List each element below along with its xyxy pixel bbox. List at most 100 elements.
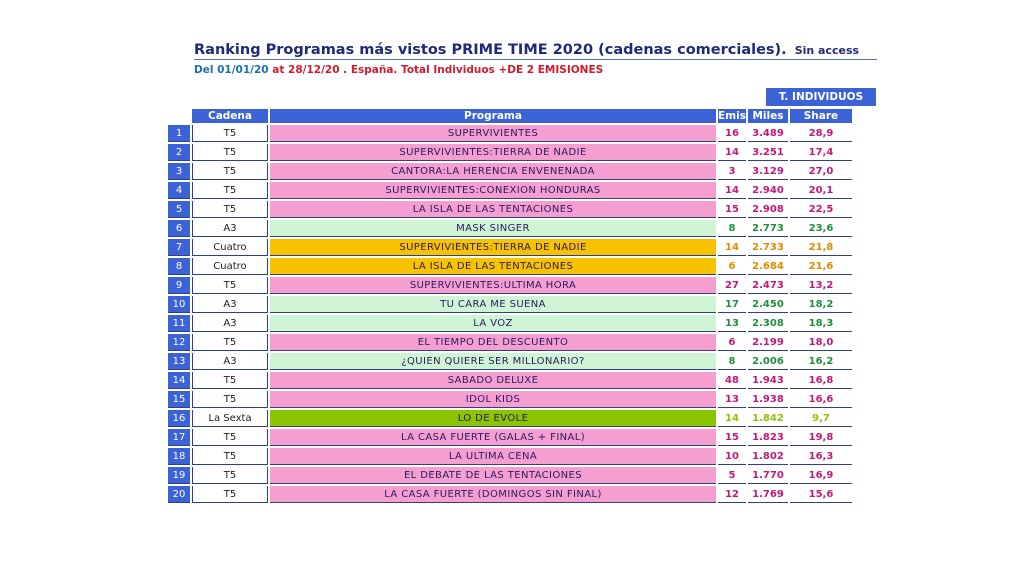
emissions-cell: 13	[718, 315, 746, 332]
channel-cell: T5	[192, 391, 268, 408]
channel-cell: T5	[192, 429, 268, 446]
viewers-thousands-cell: 2.908	[747, 201, 788, 218]
channel-cell: La Sexta	[192, 410, 268, 427]
program-cell: LA ISLA DE LAS TENTACIONES	[270, 201, 716, 218]
channel-cell: Cuatro	[192, 239, 268, 256]
table-row: 7 Cuatro SUPERVIVIENTES:TIERRA DE NADIE 14 2…	[168, 239, 852, 256]
viewers-thousands-cell: 2.308	[747, 315, 788, 332]
emissions-cell: 6	[718, 334, 746, 351]
header-rank-blank	[168, 109, 190, 123]
emissions-cell: 27	[718, 277, 746, 294]
report-header: Ranking Programas más vistos PRIME TIME …	[194, 42, 877, 76]
table-row: 11 A3 LA VOZ 13 2.308 18,3	[168, 315, 852, 332]
program-cell: SABADO DELUXE	[270, 372, 716, 389]
emissions-cell: 14	[718, 410, 746, 427]
share-cell: 16,3	[789, 448, 852, 465]
emissions-cell: 17	[718, 296, 746, 313]
table-row: 17 T5 LA CASA FUERTE (GALAS + FINAL) 15 1.82…	[168, 429, 852, 446]
table-row: 15 T5 IDOL KIDS 13 1.938 16,6	[168, 391, 852, 408]
viewers-thousands-cell: 2.450	[747, 296, 788, 313]
viewers-thousands-cell: 2.006	[747, 353, 788, 370]
share-cell: 13,2	[789, 277, 852, 294]
emissions-cell: 48	[718, 372, 746, 389]
program-cell: LA ULTIMA CENA	[270, 448, 716, 465]
program-cell: SUPERVIVIENTES:TIERRA DE NADIE	[270, 144, 716, 161]
program-cell: ¿QUIEN QUIERE SER MILLONARIO?	[270, 353, 716, 370]
program-cell: LA CASA FUERTE (GALAS + FINAL)	[270, 429, 716, 446]
table-row: 3 T5 CANTORA:LA HERENCIA ENVENENADA 3 3.129 2…	[168, 163, 852, 180]
rank-number: 8	[168, 258, 190, 275]
viewers-thousands-cell: 1.802	[747, 448, 788, 465]
channel-cell: T5	[192, 334, 268, 351]
program-cell: LA VOZ	[270, 315, 716, 332]
table-row: 4 T5 SUPERVIVIENTES:CONEXION HONDURAS 14 2.9…	[168, 182, 852, 199]
share-cell: 20,1	[789, 182, 852, 199]
emissions-cell: 14	[718, 182, 746, 199]
share-cell: 9,7	[789, 410, 852, 427]
rank-number: 13	[168, 353, 190, 370]
table-row: 10 A3 TU CARA ME SUENA 17 2.450 18,2	[168, 296, 852, 313]
table-row: 14 T5 SABADO DELUXE 48 1.943 16,8	[168, 372, 852, 389]
table-row: 5 T5 LA ISLA DE LAS TENTACIONES 15 2.908 22,5	[168, 201, 852, 218]
subtitle-rest: at 28/12/20 . España. Total Individuos +…	[268, 64, 604, 76]
channel-cell: T5	[192, 163, 268, 180]
program-cell: SUPERVIVIENTES:ULTIMA HORA	[270, 277, 716, 294]
share-cell: 16,9	[789, 467, 852, 484]
rank-number: 19	[168, 467, 190, 484]
table-row: 16 La Sexta LO DE EVOLE 14 1.842 9,7	[168, 410, 852, 427]
channel-cell: A3	[192, 353, 268, 370]
viewers-thousands-cell: 2.473	[747, 277, 788, 294]
share-cell: 18,0	[789, 334, 852, 351]
channel-cell: A3	[192, 296, 268, 313]
emissions-cell: 16	[718, 125, 746, 142]
viewers-thousands-cell: 2.733	[747, 239, 788, 256]
subtitle-prefix: Del	[194, 64, 218, 76]
share-cell: 17,4	[789, 144, 852, 161]
report-title-tag: Sin access	[794, 44, 860, 57]
share-cell: 16,6	[789, 391, 852, 408]
table-row: 1 T5 SUPERVIVIENTES 16 3.489 28,9	[168, 125, 852, 142]
rank-number: 5	[168, 201, 190, 218]
emissions-cell: 13	[718, 391, 746, 408]
header-programa: Programa	[270, 109, 716, 123]
emissions-cell: 6	[718, 258, 746, 275]
share-cell: 27,0	[789, 163, 852, 180]
viewers-thousands-cell: 2.684	[747, 258, 788, 275]
table-header-row: Cadena Programa Emis Miles Share	[168, 109, 852, 123]
channel-cell: T5	[192, 182, 268, 199]
program-cell: MASK SINGER	[270, 220, 716, 237]
program-cell: EL DEBATE DE LAS TENTACIONES	[270, 467, 716, 484]
viewers-thousands-cell: 2.199	[747, 334, 788, 351]
share-cell: 23,6	[789, 220, 852, 237]
viewers-thousands-cell: 1.938	[747, 391, 788, 408]
rank-number: 17	[168, 429, 190, 446]
emissions-cell: 12	[718, 486, 746, 503]
emissions-cell: 15	[718, 201, 746, 218]
emissions-cell: 14	[718, 144, 746, 161]
viewers-thousands-cell: 2.940	[747, 182, 788, 199]
rank-number: 20	[168, 486, 190, 503]
share-cell: 16,2	[789, 353, 852, 370]
program-cell: IDOL KIDS	[270, 391, 716, 408]
share-cell: 22,5	[789, 201, 852, 218]
channel-cell: T5	[192, 448, 268, 465]
header-cadena: Cadena	[192, 109, 268, 123]
rank-number: 3	[168, 163, 190, 180]
channel-cell: Cuatro	[192, 258, 268, 275]
channel-cell: T5	[192, 486, 268, 503]
share-cell: 15,6	[789, 486, 852, 503]
rank-number: 18	[168, 448, 190, 465]
rank-number: 12	[168, 334, 190, 351]
table-row: 6 A3 MASK SINGER 8 2.773 23,6	[168, 220, 852, 237]
program-cell: TU CARA ME SUENA	[270, 296, 716, 313]
viewers-thousands-cell: 1.769	[747, 486, 788, 503]
channel-cell: T5	[192, 125, 268, 142]
viewers-thousands-cell: 3.251	[747, 144, 788, 161]
viewers-thousands-cell: 1.943	[747, 372, 788, 389]
table-body: 1 T5 SUPERVIVIENTES 16 3.489 28,9 2 T5 SUPERVIVI…	[168, 125, 852, 503]
table-row: 19 T5 EL DEBATE DE LAS TENTACIONES 5 1.770 16…	[168, 467, 852, 484]
channel-cell: A3	[192, 220, 268, 237]
share-cell: 16,8	[789, 372, 852, 389]
share-cell: 21,6	[789, 258, 852, 275]
channel-cell: T5	[192, 467, 268, 484]
